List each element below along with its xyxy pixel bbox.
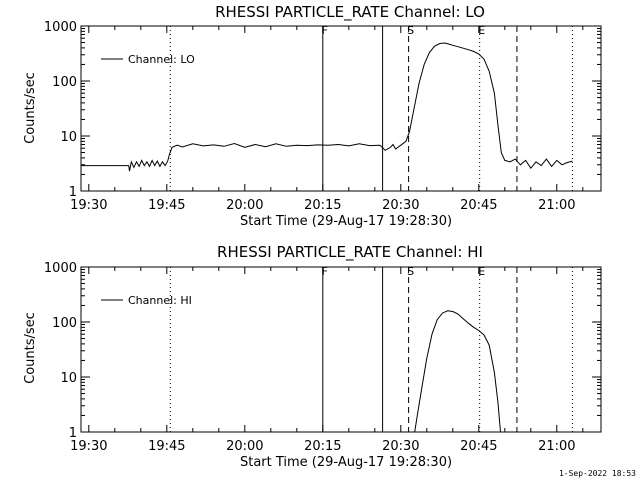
lo-series-line [81,42,573,172]
hi-marker-label: E [478,265,485,278]
hi-x-tick-label: 20:15 [304,439,341,454]
lo-x-tick-label: 21:00 [538,198,575,213]
hi-x-tick-label: 20:45 [460,439,497,454]
lo-marker-label: S [407,24,414,37]
hi-channel-panel: RHESSI PARTICLE_RATE Channel: HI Start T… [23,243,602,470]
lo-x-tick-label: 20:45 [460,198,497,213]
lo-channel-panel: RHESSI PARTICLE_RATE Channel: LO Start T… [23,3,602,229]
lo-x-tick-label: 20:00 [226,198,263,213]
lo-legend-label: Channel: LO [128,53,195,66]
hi-y-tick-label: 10 [60,371,77,386]
hi-y-tick-label: 1000 [44,261,77,276]
lo-x-tick-label: 19:30 [70,198,107,213]
hi-marker-label: S [407,265,414,278]
lo-x-tick-label: 20:30 [382,198,419,213]
hi-series-line [414,310,501,433]
hi-x-tick-label: 19:45 [148,439,185,454]
lo-x-axis-label: Start Time (29-Aug-17 19:28:30) [240,214,452,229]
hi-x-tick-label: 21:00 [538,439,575,454]
hi-x-tick-label: 20:30 [382,439,419,454]
generated-timestamp: 1-Sep-2022 18:53 [559,469,636,478]
lo-marker-label: F [322,24,328,37]
lo-y-tick-label: 10 [60,130,77,145]
hi-legend-label: Channel: HI [128,294,192,307]
hi-y-tick-label: 1 [69,426,77,441]
hi-y-axis-label: Counts/sec [23,312,38,384]
hi-x-tick-label: 19:30 [70,439,107,454]
hi-marker-label: F [322,265,328,278]
lo-y-axis-label: Counts/sec [23,72,38,144]
hi-x-axis-label: Start Time (29-Aug-17 19:28:30) [240,455,452,470]
lo-x-tick-label: 20:15 [304,198,341,213]
hi-plot-frame [80,266,602,433]
lo-y-tick-label: 100 [52,75,77,90]
lo-x-tick-label: 19:45 [148,198,185,213]
lo-y-tick-label: 1000 [44,20,77,35]
lo-marker-label: E [478,24,485,37]
hi-y-tick-label: 100 [52,316,77,331]
lo-y-tick-label: 1 [69,185,77,200]
hi-x-tick-label: 20:00 [226,439,263,454]
hi-chart-title: RHESSI PARTICLE_RATE Channel: HI [217,243,483,262]
lo-chart-title: RHESSI PARTICLE_RATE Channel: LO [215,3,485,22]
lo-plot-frame [80,25,602,192]
